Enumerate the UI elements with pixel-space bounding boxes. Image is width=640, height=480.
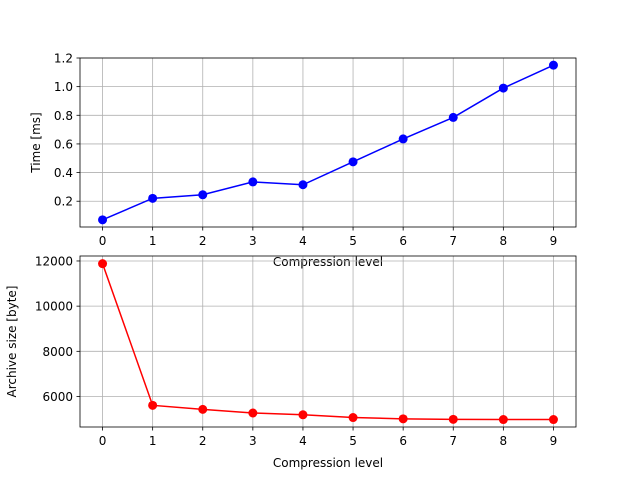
- archive-size-chart-xtick-label: 0: [99, 434, 107, 448]
- time-chart-axes: 0 1 2 3 4 5 6 7 8 9 0.2 0.4 0.6 0.8 1.0 1.2: [54, 52, 577, 248]
- archive-size-chart-ytick-label: 12000: [35, 254, 73, 268]
- time-chart-xlabel: Compression level: [273, 255, 383, 269]
- archive-size-chart-ylabel: Archive size [byte]: [5, 286, 19, 398]
- archive-size-chart: 0 1 2 3 4 5 6 7 8 9 6000 8000 10000 12000 Compression…: [5, 254, 577, 470]
- time-chart-xtick-label: 1: [149, 234, 157, 248]
- archive-size-chart-ytick-label: 10000: [35, 300, 73, 314]
- archive-size-chart-point: [448, 414, 458, 424]
- archive-size-chart-xtick-label: 9: [550, 434, 558, 448]
- time-chart-xtick-label: 0: [99, 234, 107, 248]
- archive-size-chart-series: [98, 259, 558, 425]
- time-chart-ytick-label: 0.2: [54, 195, 73, 209]
- time-chart-point: [198, 190, 208, 200]
- time-chart-grid: [80, 57, 576, 227]
- time-chart-point: [148, 193, 158, 203]
- time-chart-xtick-label: 4: [299, 234, 307, 248]
- time-chart-xtick-label: 8: [500, 234, 508, 248]
- time-chart-xtick-label: 3: [249, 234, 257, 248]
- archive-size-chart-point: [498, 415, 508, 425]
- time-chart-frame: [79, 57, 577, 228]
- archive-size-chart-xtick-label: 4: [299, 434, 307, 448]
- time-chart-ytick-label: 0.8: [54, 109, 73, 123]
- time-chart-xtick-label: 7: [449, 234, 457, 248]
- time-chart-xtick-label: 9: [550, 234, 558, 248]
- archive-size-chart-ytick-label: 6000: [42, 390, 73, 404]
- time-chart-point: [498, 83, 508, 93]
- archive-size-chart-point: [398, 414, 408, 424]
- archive-size-chart-xtick-label: 6: [399, 434, 407, 448]
- archive-size-chart-frame: [79, 255, 577, 428]
- time-chart-point: [98, 215, 108, 225]
- archive-size-chart-xtick-label: 2: [199, 434, 207, 448]
- time-chart-xtick-label: 6: [399, 234, 407, 248]
- archive-size-chart-xtick-label: 1: [149, 434, 157, 448]
- archive-size-chart-ytick-label: 8000: [42, 345, 73, 359]
- time-chart-line: [102, 64, 554, 221]
- archive-size-chart-xtick-label: 8: [500, 434, 508, 448]
- time-chart-point: [348, 157, 358, 167]
- archive-size-chart-point: [98, 259, 108, 269]
- archive-size-chart-point: [298, 410, 308, 420]
- archive-size-chart-point: [348, 413, 358, 423]
- archive-size-chart-xtick-label: 7: [449, 434, 457, 448]
- time-chart-ytick-label: 0.6: [54, 137, 73, 151]
- time-chart-ytick-label: 1.0: [54, 80, 73, 94]
- archive-size-chart-point: [148, 400, 158, 410]
- archive-size-chart-xtick-label: 5: [349, 434, 357, 448]
- time-chart-xtick-label: 5: [349, 234, 357, 248]
- archive-size-chart-point: [548, 415, 558, 425]
- archive-size-chart-point: [198, 404, 208, 414]
- archive-size-chart-axes: 0 1 2 3 4 5 6 7 8 9 6000 8000 10000 12000: [35, 254, 577, 448]
- archive-size-chart-xtick-label: 3: [249, 434, 257, 448]
- time-chart: 0 1 2 3 4 5 6 7 8 9 0.2 0.4 0.6 0.8 1.0 1.2 Compression…: [29, 52, 577, 269]
- archive-size-chart-line: [101, 263, 554, 421]
- time-chart-series: [98, 60, 558, 225]
- time-chart-ytick-label: 0.4: [54, 166, 73, 180]
- archive-size-chart-point: [248, 408, 258, 418]
- time-chart-point: [398, 134, 408, 144]
- time-chart-point: [298, 180, 308, 190]
- time-chart-point: [548, 60, 558, 70]
- time-chart-point: [248, 177, 258, 187]
- time-chart-ylabel: Time [ms]: [29, 112, 43, 174]
- time-chart-ytick-label: 1.2: [54, 52, 73, 66]
- time-chart-xtick-label: 2: [199, 234, 207, 248]
- archive-size-chart-grid: [80, 256, 576, 427]
- time-chart-point: [448, 112, 458, 122]
- archive-size-chart-xlabel: Compression level: [273, 456, 383, 470]
